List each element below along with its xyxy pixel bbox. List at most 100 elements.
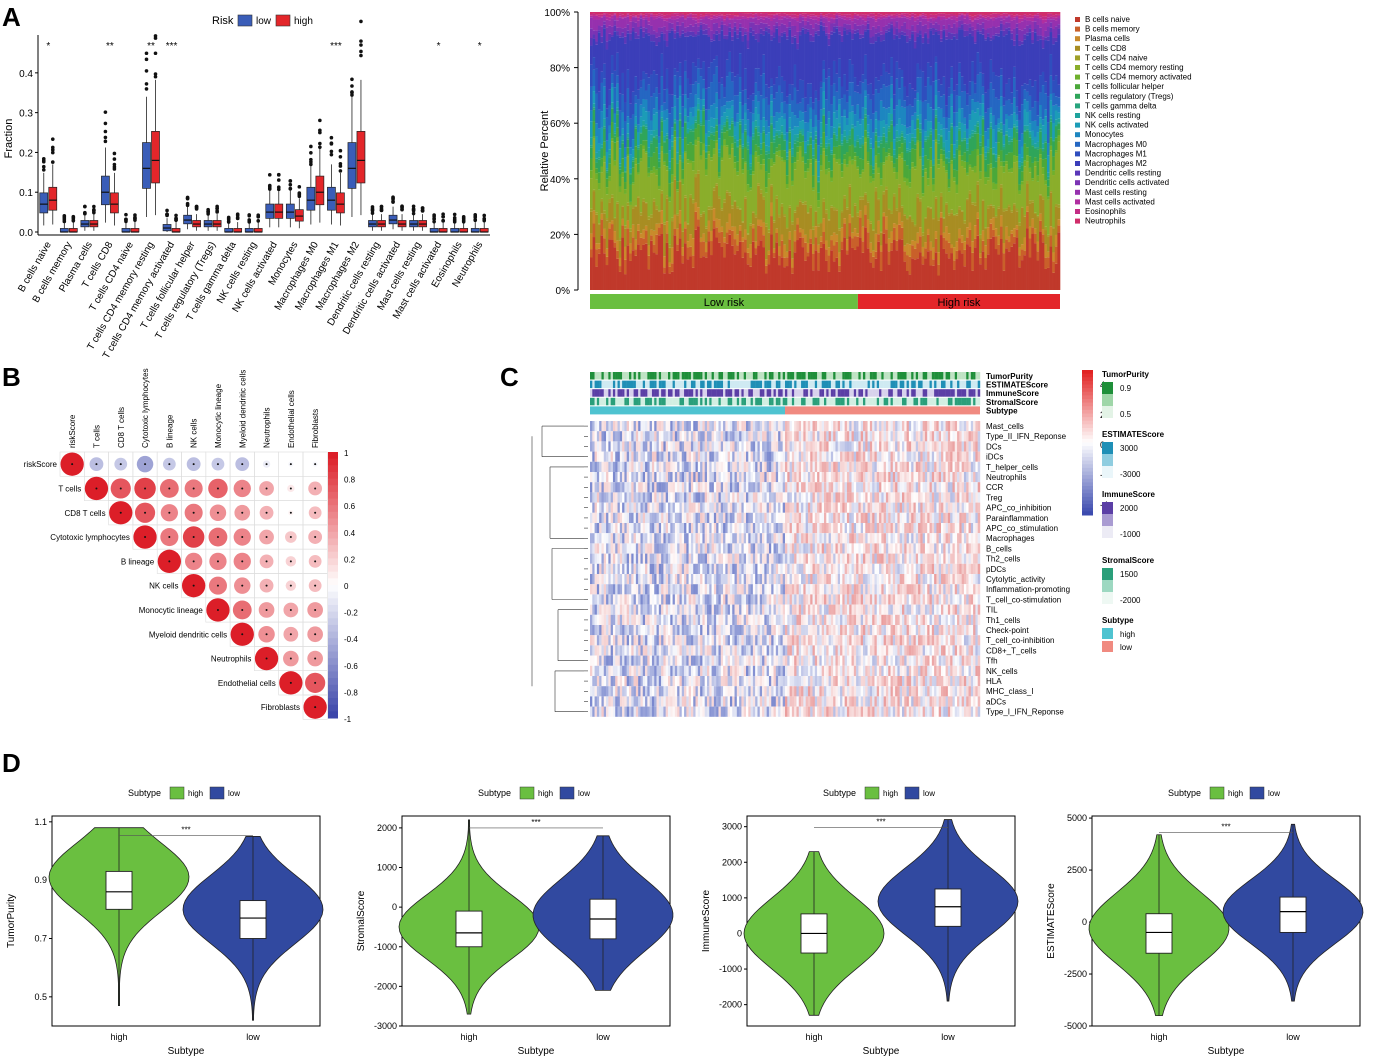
stack-segment bbox=[1031, 86, 1035, 108]
stack-segment bbox=[783, 12, 787, 14]
stack-segment bbox=[932, 219, 935, 248]
stack-segment bbox=[655, 254, 659, 290]
stack-segment bbox=[1044, 81, 1048, 94]
stack-segment bbox=[608, 17, 612, 21]
annotation-cell bbox=[642, 380, 646, 389]
stack-segment bbox=[1039, 220, 1043, 232]
stack-segment bbox=[827, 146, 831, 162]
stack-segment bbox=[843, 30, 847, 75]
stack-segment bbox=[702, 15, 706, 17]
column-label: Monocytic lineage bbox=[214, 383, 223, 448]
stack-segment bbox=[650, 156, 653, 171]
stack-segment bbox=[921, 165, 925, 170]
stack-segment bbox=[945, 140, 949, 153]
stack-segment bbox=[827, 68, 831, 77]
colorbar-label: 0.8 bbox=[344, 476, 356, 485]
stack-segment bbox=[731, 28, 734, 37]
annotation-cell bbox=[837, 372, 841, 380]
stack-segment bbox=[778, 156, 781, 215]
stack-segment bbox=[759, 147, 763, 150]
stack-segment bbox=[655, 234, 659, 255]
stack-segment bbox=[749, 16, 753, 18]
stack-segment bbox=[775, 228, 779, 233]
stack-segment bbox=[1041, 167, 1045, 175]
stack-segment bbox=[879, 75, 883, 89]
stack-segment bbox=[866, 29, 870, 85]
stack-segment bbox=[950, 12, 954, 14]
annotation-cell bbox=[608, 372, 611, 380]
annotation-cell bbox=[693, 380, 696, 389]
stack-segment bbox=[749, 32, 753, 96]
stack-segment bbox=[989, 126, 993, 129]
stack-segment bbox=[1002, 211, 1006, 244]
annotation-cell bbox=[697, 372, 701, 380]
stack-segment bbox=[731, 117, 734, 122]
stack-segment bbox=[809, 97, 813, 108]
column-label: Cytotoxic lymphocytes bbox=[141, 368, 150, 448]
stack-segment bbox=[845, 152, 849, 165]
stack-segment bbox=[670, 107, 674, 128]
stack-segment bbox=[1031, 146, 1035, 163]
stack-segment bbox=[733, 31, 737, 77]
stack-segment bbox=[660, 119, 664, 122]
outlier-point-low bbox=[247, 213, 252, 217]
stack-segment bbox=[861, 12, 865, 15]
stack-segment bbox=[788, 104, 792, 118]
stack-segment bbox=[676, 137, 680, 153]
annotation-cell bbox=[952, 372, 955, 380]
stack-segment bbox=[898, 38, 902, 69]
stack-segment bbox=[673, 176, 677, 180]
annotation-cell bbox=[963, 372, 967, 380]
stack-segment bbox=[1028, 257, 1032, 290]
stack-segment bbox=[973, 202, 977, 206]
stack-segment bbox=[908, 29, 912, 39]
stack-segment bbox=[626, 116, 630, 124]
stack-segment bbox=[840, 98, 844, 117]
annotation-cell bbox=[633, 380, 637, 389]
stack-segment bbox=[796, 141, 800, 147]
stack-segment bbox=[686, 122, 690, 129]
stack-segment bbox=[898, 17, 902, 29]
stack-segment bbox=[678, 155, 682, 161]
stack-segment bbox=[960, 20, 964, 25]
outlier-point-high bbox=[318, 118, 322, 123]
stack-segment bbox=[741, 16, 745, 19]
stack-segment bbox=[686, 159, 690, 164]
stack-segment bbox=[898, 154, 902, 157]
stack-segment bbox=[603, 63, 606, 79]
outlier-point-low bbox=[185, 195, 190, 200]
stack-segment bbox=[785, 175, 789, 185]
annotation-cell bbox=[853, 372, 857, 380]
stack-segment bbox=[819, 18, 823, 22]
colorbar-segment bbox=[328, 664, 338, 672]
stack-segment bbox=[992, 147, 996, 154]
annotation-cell bbox=[856, 372, 859, 380]
stack-segment bbox=[775, 77, 779, 93]
stack-segment bbox=[905, 42, 909, 97]
stack-segment bbox=[665, 12, 669, 15]
annotation-cell bbox=[734, 380, 738, 389]
stack-segment bbox=[712, 154, 716, 188]
stack-segment bbox=[629, 19, 633, 22]
stack-segment bbox=[1010, 210, 1014, 213]
stack-segment bbox=[608, 202, 612, 223]
stack-segment bbox=[707, 15, 711, 19]
stack-segment bbox=[916, 128, 920, 141]
stack-segment bbox=[793, 241, 797, 253]
stack-segment bbox=[770, 125, 774, 143]
stack-segment bbox=[731, 123, 734, 137]
stack-segment bbox=[825, 99, 828, 125]
stack-segment bbox=[710, 62, 714, 83]
corr-significance-dot bbox=[314, 463, 317, 466]
stack-segment bbox=[811, 16, 815, 20]
stack-segment bbox=[736, 161, 740, 172]
stack-segment bbox=[1033, 228, 1037, 234]
legend-label: T cells follicular helper bbox=[1085, 82, 1164, 91]
stack-segment bbox=[851, 12, 855, 16]
annotation-cell bbox=[920, 372, 923, 380]
stack-segment bbox=[963, 23, 967, 31]
stack-segment bbox=[764, 134, 768, 146]
stack-segment bbox=[725, 16, 729, 19]
stack-segment bbox=[916, 140, 920, 143]
stack-segment bbox=[707, 131, 711, 136]
